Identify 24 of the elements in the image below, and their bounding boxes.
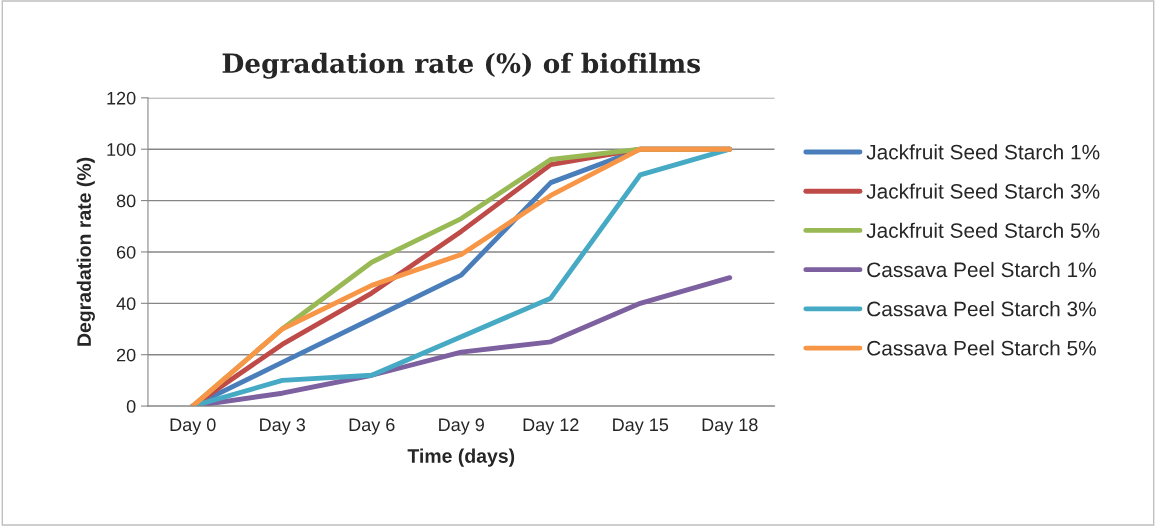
legend-label: Cassava Peel Starch 1% [867, 261, 1096, 278]
x-tick-label: Day 9 [439, 418, 484, 435]
y-tick-label: 120 [107, 91, 136, 105]
y-tick-label: 20 [116, 348, 136, 362]
chart-title: Degradation rate (%) of biofilms [222, 52, 700, 79]
y-tick-label: 40 [116, 297, 136, 311]
y-tick-label: 100 [107, 143, 136, 156]
legend-label: Jackfruit Seed Starch 1% [866, 144, 1100, 160]
x-axis-title: Time (days) [407, 448, 515, 467]
x-tick-label: Day 18 [702, 418, 758, 435]
x-tick-label: Day 0 [170, 418, 216, 435]
x-tick-label: Day 3 [260, 418, 306, 435]
y-tick-label: 80 [116, 194, 136, 208]
x-tick-label: Day 12 [523, 418, 579, 435]
line-series [190, 146, 733, 407]
x-tick-label: Day 15 [613, 418, 669, 435]
y-axis-title: Degradation rate (%) [76, 157, 95, 346]
y-tick-label: 0 [126, 400, 136, 413]
y-tick-label: 60 [117, 245, 136, 259]
legend-label: Cassava Peel Starch 3% [867, 301, 1096, 317]
x-tick-label: Day 6 [349, 418, 395, 435]
legend-label: Cassava Peel Starch 5% [867, 340, 1096, 356]
legend-label: Jackfruit Seed Starch 3% [866, 183, 1100, 199]
legend-label: Jackfruit Seed Starch 5% [866, 222, 1100, 238]
